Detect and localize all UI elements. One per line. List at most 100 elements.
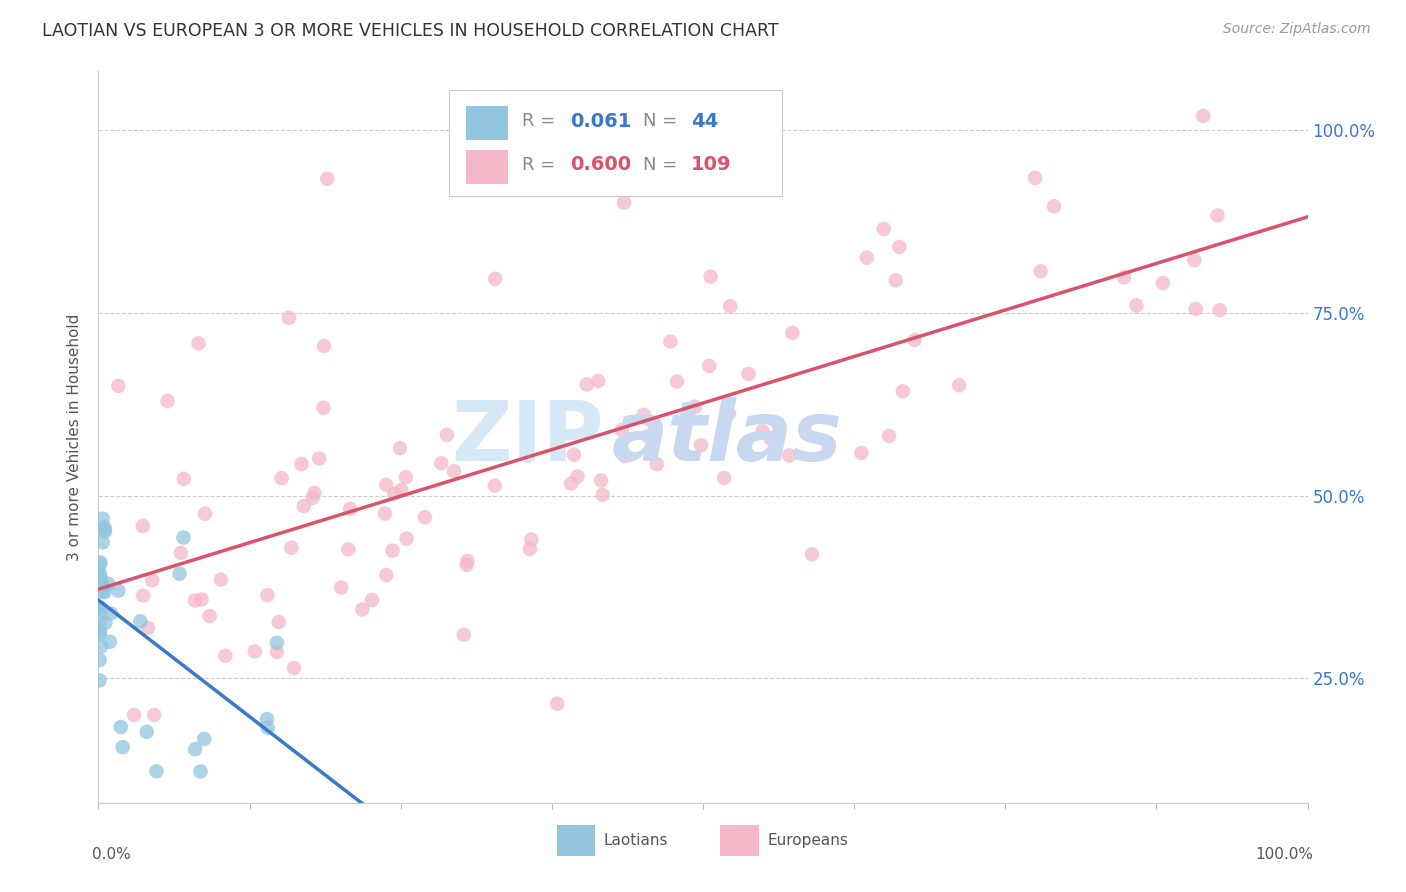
Point [801, 547, 824, 561]
Point [851, 446, 873, 460]
Point [453, 447, 475, 461]
Point [1182, 253, 1205, 268]
Text: Source: ZipAtlas.com: Source: ZipAtlas.com [1223, 22, 1371, 37]
Point [141, 574, 163, 588]
Point [316, 171, 339, 186]
Point [519, 541, 541, 556]
Point [280, 541, 302, 555]
FancyBboxPatch shape [465, 106, 509, 140]
Point [89, 566, 111, 581]
Text: LAOTIAN VS EUROPEAN 3 OR MORE VEHICLES IN HOUSEHOLD CORRELATION CHART: LAOTIAN VS EUROPEAN 3 OR MORE VEHICLES I… [42, 22, 779, 40]
Point [395, 470, 418, 484]
Point [1043, 199, 1066, 213]
Point [91, 603, 114, 617]
Point [98, 634, 121, 648]
Point [304, 486, 326, 500]
Text: 44: 44 [690, 112, 718, 130]
FancyBboxPatch shape [449, 90, 782, 195]
Point [190, 592, 212, 607]
Point [90, 640, 112, 654]
Point [361, 593, 384, 607]
Point [89, 615, 111, 629]
Point [683, 400, 706, 414]
Point [107, 379, 129, 393]
Point [122, 708, 145, 723]
Text: 109: 109 [690, 155, 731, 175]
Point [292, 499, 315, 513]
Point [872, 222, 894, 236]
Point [884, 273, 907, 287]
Point [132, 589, 155, 603]
Point [172, 531, 194, 545]
Text: 100.0%: 100.0% [1256, 847, 1313, 862]
Point [143, 708, 166, 723]
Point [1152, 276, 1174, 290]
Point [170, 546, 193, 560]
Point [337, 542, 360, 557]
Point [436, 428, 458, 442]
Point [145, 764, 167, 779]
Point [198, 609, 221, 624]
Point [278, 310, 301, 325]
Point [877, 429, 900, 443]
Point [193, 731, 215, 746]
Point [614, 449, 637, 463]
Point [1125, 298, 1147, 312]
Point [89, 558, 111, 572]
Point [697, 359, 720, 373]
Text: 0.0%: 0.0% [93, 847, 131, 862]
Point [690, 438, 713, 452]
Point [184, 742, 207, 756]
Point [1206, 209, 1229, 223]
Point [91, 512, 114, 526]
Point [718, 300, 741, 314]
Point [589, 474, 612, 488]
Point [184, 593, 207, 607]
Point [209, 573, 232, 587]
Point [645, 457, 668, 471]
Point [100, 607, 122, 621]
Point [90, 571, 112, 585]
Point [375, 568, 398, 582]
Point [173, 472, 195, 486]
Point [1192, 109, 1215, 123]
Text: Europeans: Europeans [768, 833, 848, 848]
Point [699, 269, 721, 284]
Point [243, 644, 266, 658]
Point [575, 377, 598, 392]
Point [156, 394, 179, 409]
Y-axis label: 3 or more Vehicles in Household: 3 or more Vehicles in Household [67, 313, 83, 561]
Point [90, 577, 112, 591]
Point [89, 673, 111, 688]
Point [637, 429, 659, 443]
Point [94, 615, 117, 630]
Point [592, 488, 614, 502]
Point [352, 602, 374, 616]
Point [91, 535, 114, 549]
Point [129, 615, 152, 629]
Point [89, 570, 111, 584]
Point [270, 471, 292, 485]
Point [903, 333, 925, 347]
Point [190, 764, 212, 779]
Point [290, 457, 312, 471]
Point [430, 456, 453, 470]
Point [136, 621, 159, 635]
Point [567, 469, 589, 483]
Point [312, 401, 335, 415]
Point [89, 601, 111, 615]
Point [453, 628, 475, 642]
Text: 0.061: 0.061 [569, 112, 631, 130]
Point [659, 334, 682, 349]
Point [889, 240, 911, 254]
Point [891, 384, 914, 399]
Point [456, 554, 478, 568]
Point [1024, 170, 1046, 185]
Point [214, 648, 236, 663]
Point [89, 600, 111, 615]
Point [89, 555, 111, 569]
Point [107, 583, 129, 598]
Point [948, 378, 970, 392]
Point [256, 721, 278, 735]
Point [562, 448, 585, 462]
